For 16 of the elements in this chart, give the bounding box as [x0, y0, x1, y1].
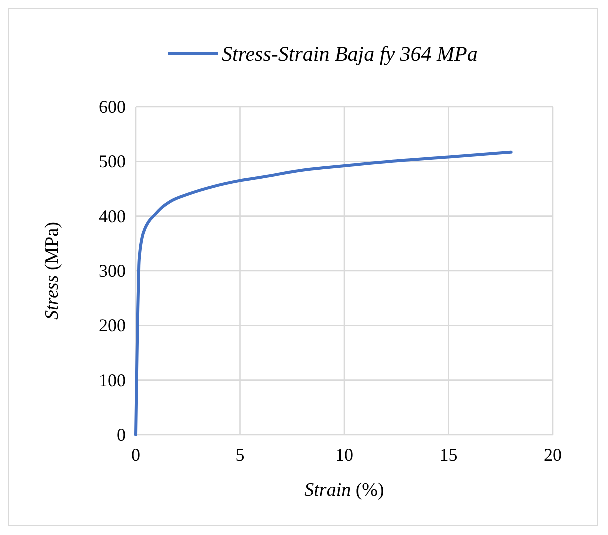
x-tick-label: 5 [236, 445, 245, 465]
x-tick-label: 20 [544, 445, 562, 465]
y-tick-label: 100 [99, 370, 126, 390]
y-tick-label: 500 [99, 152, 126, 172]
x-tick-label: 10 [336, 445, 354, 465]
legend-label: Stress-Strain Baja fy 364 MPa [222, 42, 478, 66]
line-series [134, 150, 513, 436]
y-tick-label: 600 [99, 97, 126, 117]
y-tick-label: 0 [117, 425, 126, 445]
x-axis-title: Strain (%) [304, 480, 384, 501]
y-tick-label: 400 [99, 206, 126, 226]
y-axis-title: Stress (MPa) [42, 222, 63, 320]
y-tick-label: 200 [99, 316, 126, 336]
x-tick-label: 15 [440, 445, 458, 465]
x-tick-label: 0 [132, 445, 140, 465]
y-tick-label: 300 [99, 261, 126, 281]
